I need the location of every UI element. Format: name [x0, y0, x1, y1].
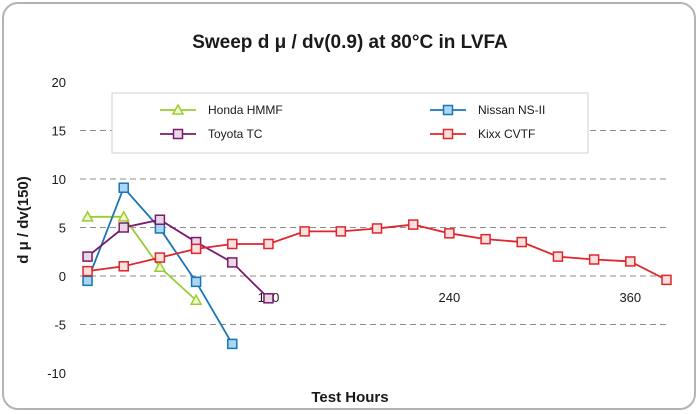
- data-point: [118, 222, 129, 233]
- data-point: [625, 256, 636, 267]
- series-toyota-tc: [82, 214, 274, 304]
- legend-marker: [172, 128, 184, 140]
- data-point: [516, 236, 528, 248]
- legend-label: Nissan NS-II: [478, 103, 545, 117]
- y-tick-label: 10: [52, 172, 66, 187]
- series-honda-hmmf: [81, 210, 203, 305]
- data-point: [299, 226, 310, 237]
- data-point: [407, 219, 419, 230]
- chart-title: Sweep d μ / dv(0.9) at 80°C in LVFA: [192, 32, 508, 53]
- y-tick-label: 5: [59, 221, 66, 236]
- data-point: [552, 251, 564, 262]
- data-point: [335, 226, 347, 237]
- series-line: [86, 218, 270, 299]
- x-axis-label: Test Hours: [311, 389, 388, 406]
- data-point: [190, 276, 202, 288]
- data-point: [82, 275, 93, 287]
- legend-marker: [442, 128, 454, 140]
- data-point: [82, 265, 93, 277]
- data-point: [189, 293, 203, 305]
- y-tick-label: 0: [59, 269, 66, 284]
- data-point: [227, 338, 238, 350]
- data-point: [81, 210, 94, 222]
- data-point: [153, 260, 167, 273]
- data-point: [117, 210, 130, 222]
- legend-label: Toyota TC: [208, 127, 263, 141]
- data-point: [661, 274, 672, 286]
- data-point: [263, 293, 274, 304]
- data-point: [82, 251, 93, 262]
- data-point: [154, 223, 166, 234]
- legend-label: Kixx CVTF: [478, 127, 535, 141]
- y-tick-label: -5: [54, 318, 66, 333]
- legend-label: Honda HMMF: [208, 103, 283, 117]
- series-kixx-cvtf: [82, 219, 672, 286]
- legend-box: [111, 92, 589, 154]
- y-tick-label: -10: [47, 366, 66, 381]
- data-point: [480, 233, 491, 245]
- y-axis-label: d μ / dv(150): [15, 176, 32, 264]
- legend-marker: [442, 104, 454, 116]
- data-point: [444, 228, 455, 239]
- data-point: [190, 243, 202, 255]
- data-point: [227, 238, 238, 250]
- data-point: [154, 214, 166, 225]
- x-tick-label: 360: [619, 290, 641, 305]
- data-point: [371, 223, 383, 234]
- y-tick-label: 15: [52, 124, 66, 139]
- data-point: [118, 182, 129, 193]
- data-point: [154, 252, 166, 263]
- data-point: [263, 238, 274, 250]
- x-tick-label: 240: [439, 290, 461, 305]
- data-point: [118, 261, 129, 272]
- data-point: [588, 254, 600, 265]
- legend-marker: [171, 103, 185, 115]
- series-nissan-ns-ii: [82, 182, 238, 350]
- data-point: [227, 257, 238, 268]
- series-line: [87, 215, 197, 301]
- y-tick-label: 20: [52, 75, 66, 90]
- chart-frame: [2, 2, 696, 410]
